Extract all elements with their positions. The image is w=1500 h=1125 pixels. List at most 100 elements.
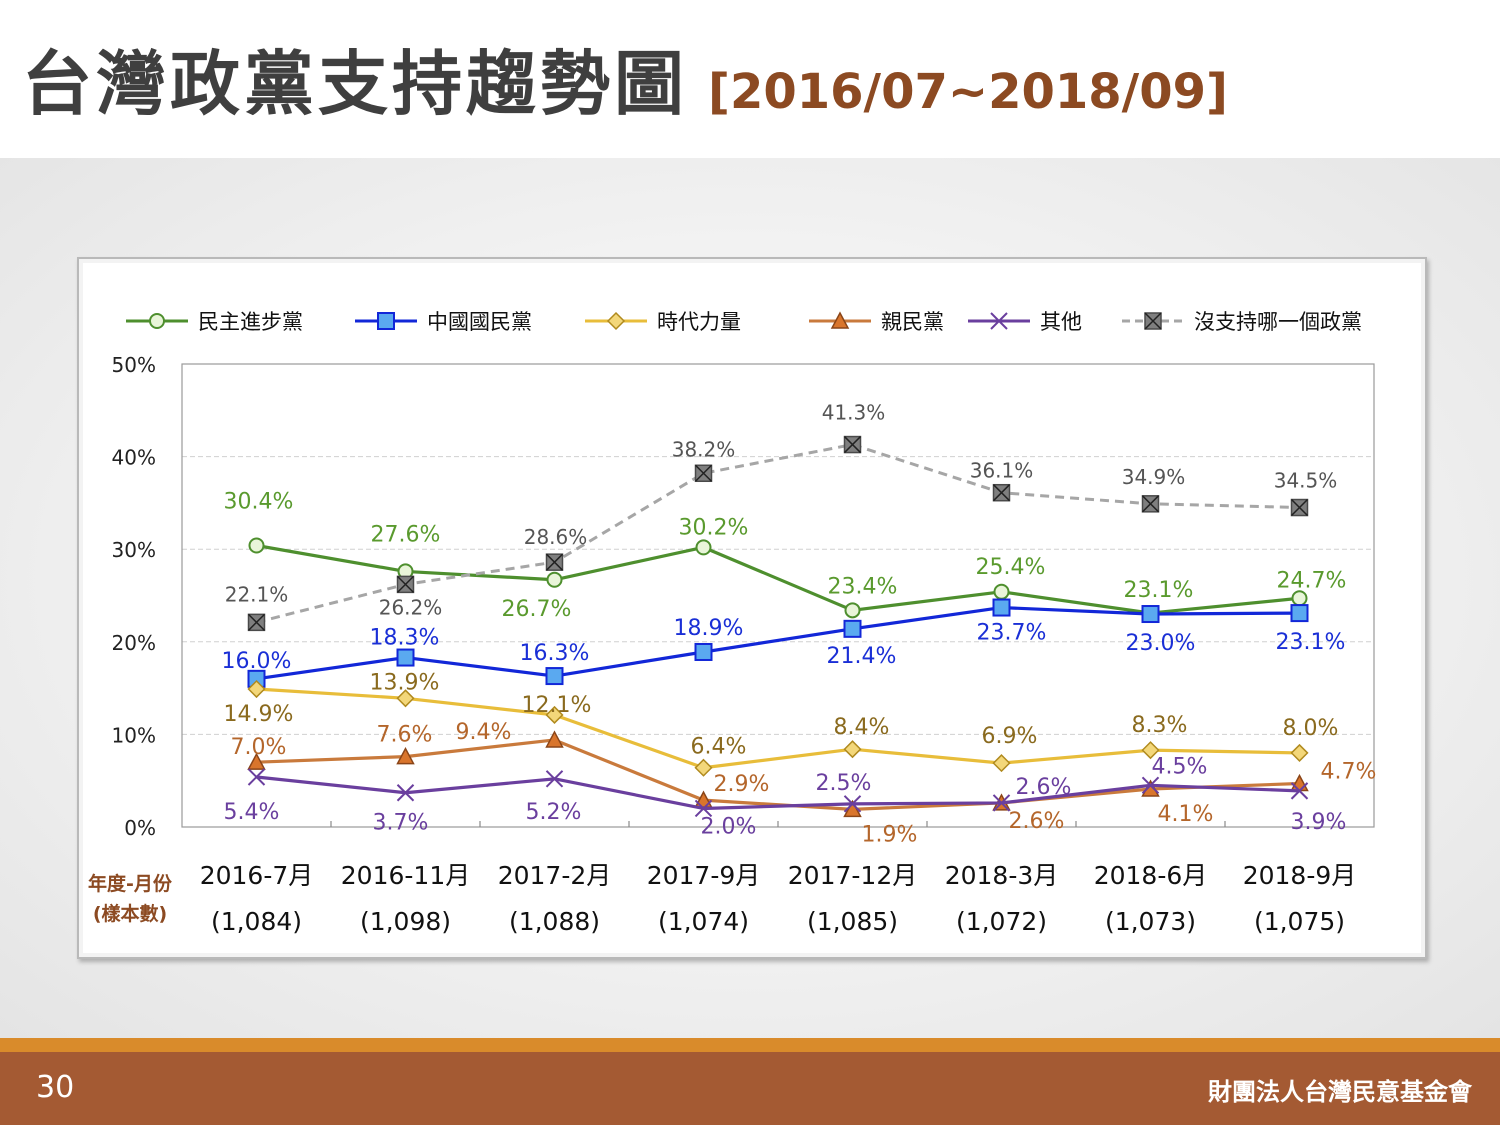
legend-label: 其他 <box>1040 310 1082 334</box>
data-label: 5.2% <box>526 800 582 825</box>
data-point-marker <box>545 730 564 748</box>
data-point-marker <box>396 784 415 802</box>
y-tick-label: 20% <box>112 631 156 655</box>
data-label: 28.6% <box>524 525 588 549</box>
data-point-marker <box>1141 495 1160 513</box>
data-label: 9.4% <box>456 720 512 745</box>
slide-title-main: 台灣政黨支持趨勢圖 <box>22 43 688 125</box>
data-point-marker <box>843 619 862 638</box>
data-point-marker <box>545 705 564 725</box>
data-label: 23.1% <box>1124 578 1194 603</box>
data-point-marker <box>694 464 713 482</box>
data-point-marker <box>993 583 1010 600</box>
data-point-marker <box>545 553 564 571</box>
data-point-marker <box>830 311 850 329</box>
data-label: 4.1% <box>1158 802 1214 827</box>
data-point-marker <box>546 571 563 588</box>
data-point-marker <box>843 795 862 813</box>
data-label: 8.3% <box>1132 713 1188 738</box>
data-label: 5.4% <box>224 800 280 825</box>
data-point-marker <box>545 770 564 788</box>
x-sample-size: (1,088) <box>509 907 600 936</box>
slide-title-range: [2016/07~2018/09] <box>708 64 1228 120</box>
data-point-marker <box>396 575 415 593</box>
data-point-marker <box>247 613 266 631</box>
data-point-marker <box>990 312 1008 330</box>
data-point-marker <box>992 484 1011 502</box>
data-point-marker <box>843 436 862 454</box>
data-point-marker <box>1141 741 1160 760</box>
legend-label: 時代力量 <box>657 310 741 334</box>
data-label: 7.0% <box>231 735 287 760</box>
data-point-marker <box>377 312 395 330</box>
data-label: 14.9% <box>224 702 294 727</box>
slide-title: 台灣政黨支持趨勢圖 [2016/07~2018/09] <box>22 28 1422 138</box>
x-axis-subtitle: (樣本數) <box>93 902 167 925</box>
data-label: 1.9% <box>862 822 918 847</box>
data-point-marker <box>545 667 564 686</box>
x-sample-size: (1,074) <box>658 907 749 936</box>
data-point-marker <box>844 602 861 619</box>
data-point-marker <box>694 758 713 777</box>
y-tick-label: 0% <box>124 816 156 840</box>
data-point-marker <box>1144 312 1162 330</box>
data-label: 34.5% <box>1274 469 1338 493</box>
data-point-marker <box>1290 782 1309 800</box>
x-tick-label: 2017-12月 <box>788 861 917 890</box>
data-label: 18.9% <box>674 616 744 641</box>
data-label: 38.2% <box>672 437 736 461</box>
legend-label: 中國國民黨 <box>427 310 532 334</box>
data-label: 12.1% <box>522 693 592 718</box>
data-label: 7.6% <box>377 723 433 748</box>
organization-name: 財團法人台灣民意基金會 <box>1208 1078 1472 1106</box>
data-point-marker <box>992 598 1011 617</box>
data-label: 26.2% <box>379 595 443 619</box>
data-point-marker <box>694 799 713 818</box>
data-point-marker <box>694 642 713 661</box>
data-point-marker <box>1290 743 1309 762</box>
data-point-marker <box>1290 604 1309 623</box>
data-label: 21.4% <box>827 644 897 669</box>
data-label: 3.7% <box>373 811 429 836</box>
data-label: 23.7% <box>977 621 1047 646</box>
x-tick-label: 2018-3月 <box>945 861 1059 890</box>
data-label: 23.0% <box>1126 631 1196 656</box>
data-label: 36.1% <box>970 459 1034 483</box>
data-point-marker <box>992 754 1011 773</box>
data-label: 2.5% <box>816 771 872 796</box>
footer-bar: 30 財團法人台灣民意基金會 <box>0 1052 1500 1125</box>
line-chart: 0% 10% 20% 30% 40% 50% 2016-7月 (1,084) 2016-11月 (… <box>88 310 1376 936</box>
data-label: 2.9% <box>714 772 770 797</box>
data-label: 3.9% <box>1291 810 1347 835</box>
x-sample-size: (1,085) <box>807 907 898 936</box>
data-point-marker <box>1290 498 1309 517</box>
y-tick-label: 10% <box>112 723 156 747</box>
data-label: 8.0% <box>1283 716 1339 741</box>
data-label: 16.3% <box>520 641 590 666</box>
x-tick-label: 2016-11月 <box>341 861 470 890</box>
data-label: 41.3% <box>822 401 886 425</box>
data-label: 2.6% <box>1016 775 1072 800</box>
data-point-marker <box>992 794 1011 812</box>
page-number: 30 <box>36 1070 75 1105</box>
series-line <box>256 543 1300 615</box>
x-tick-label: 2017-2月 <box>498 861 612 890</box>
data-label: 23.4% <box>828 574 898 599</box>
data-label: 22.1% <box>225 582 289 606</box>
x-axis-title: 年度-月份 <box>88 872 173 895</box>
data-point-marker <box>248 537 265 554</box>
data-label: 26.7% <box>502 597 572 622</box>
data-point-marker <box>247 768 266 786</box>
data-label: 24.7% <box>1277 568 1347 593</box>
data-label: 30.2% <box>679 515 749 540</box>
data-point-marker <box>247 679 266 699</box>
data-point-marker <box>843 740 862 759</box>
data-label: 8.4% <box>834 715 890 740</box>
x-tick-label: 2018-6月 <box>1094 861 1208 890</box>
x-sample-size: (1,075) <box>1254 907 1345 936</box>
footer-stripe <box>0 1038 1500 1052</box>
data-point-marker <box>695 539 712 556</box>
series-line <box>256 775 1300 811</box>
data-label: 34.9% <box>1122 465 1186 489</box>
data-label: 2.0% <box>701 814 757 839</box>
